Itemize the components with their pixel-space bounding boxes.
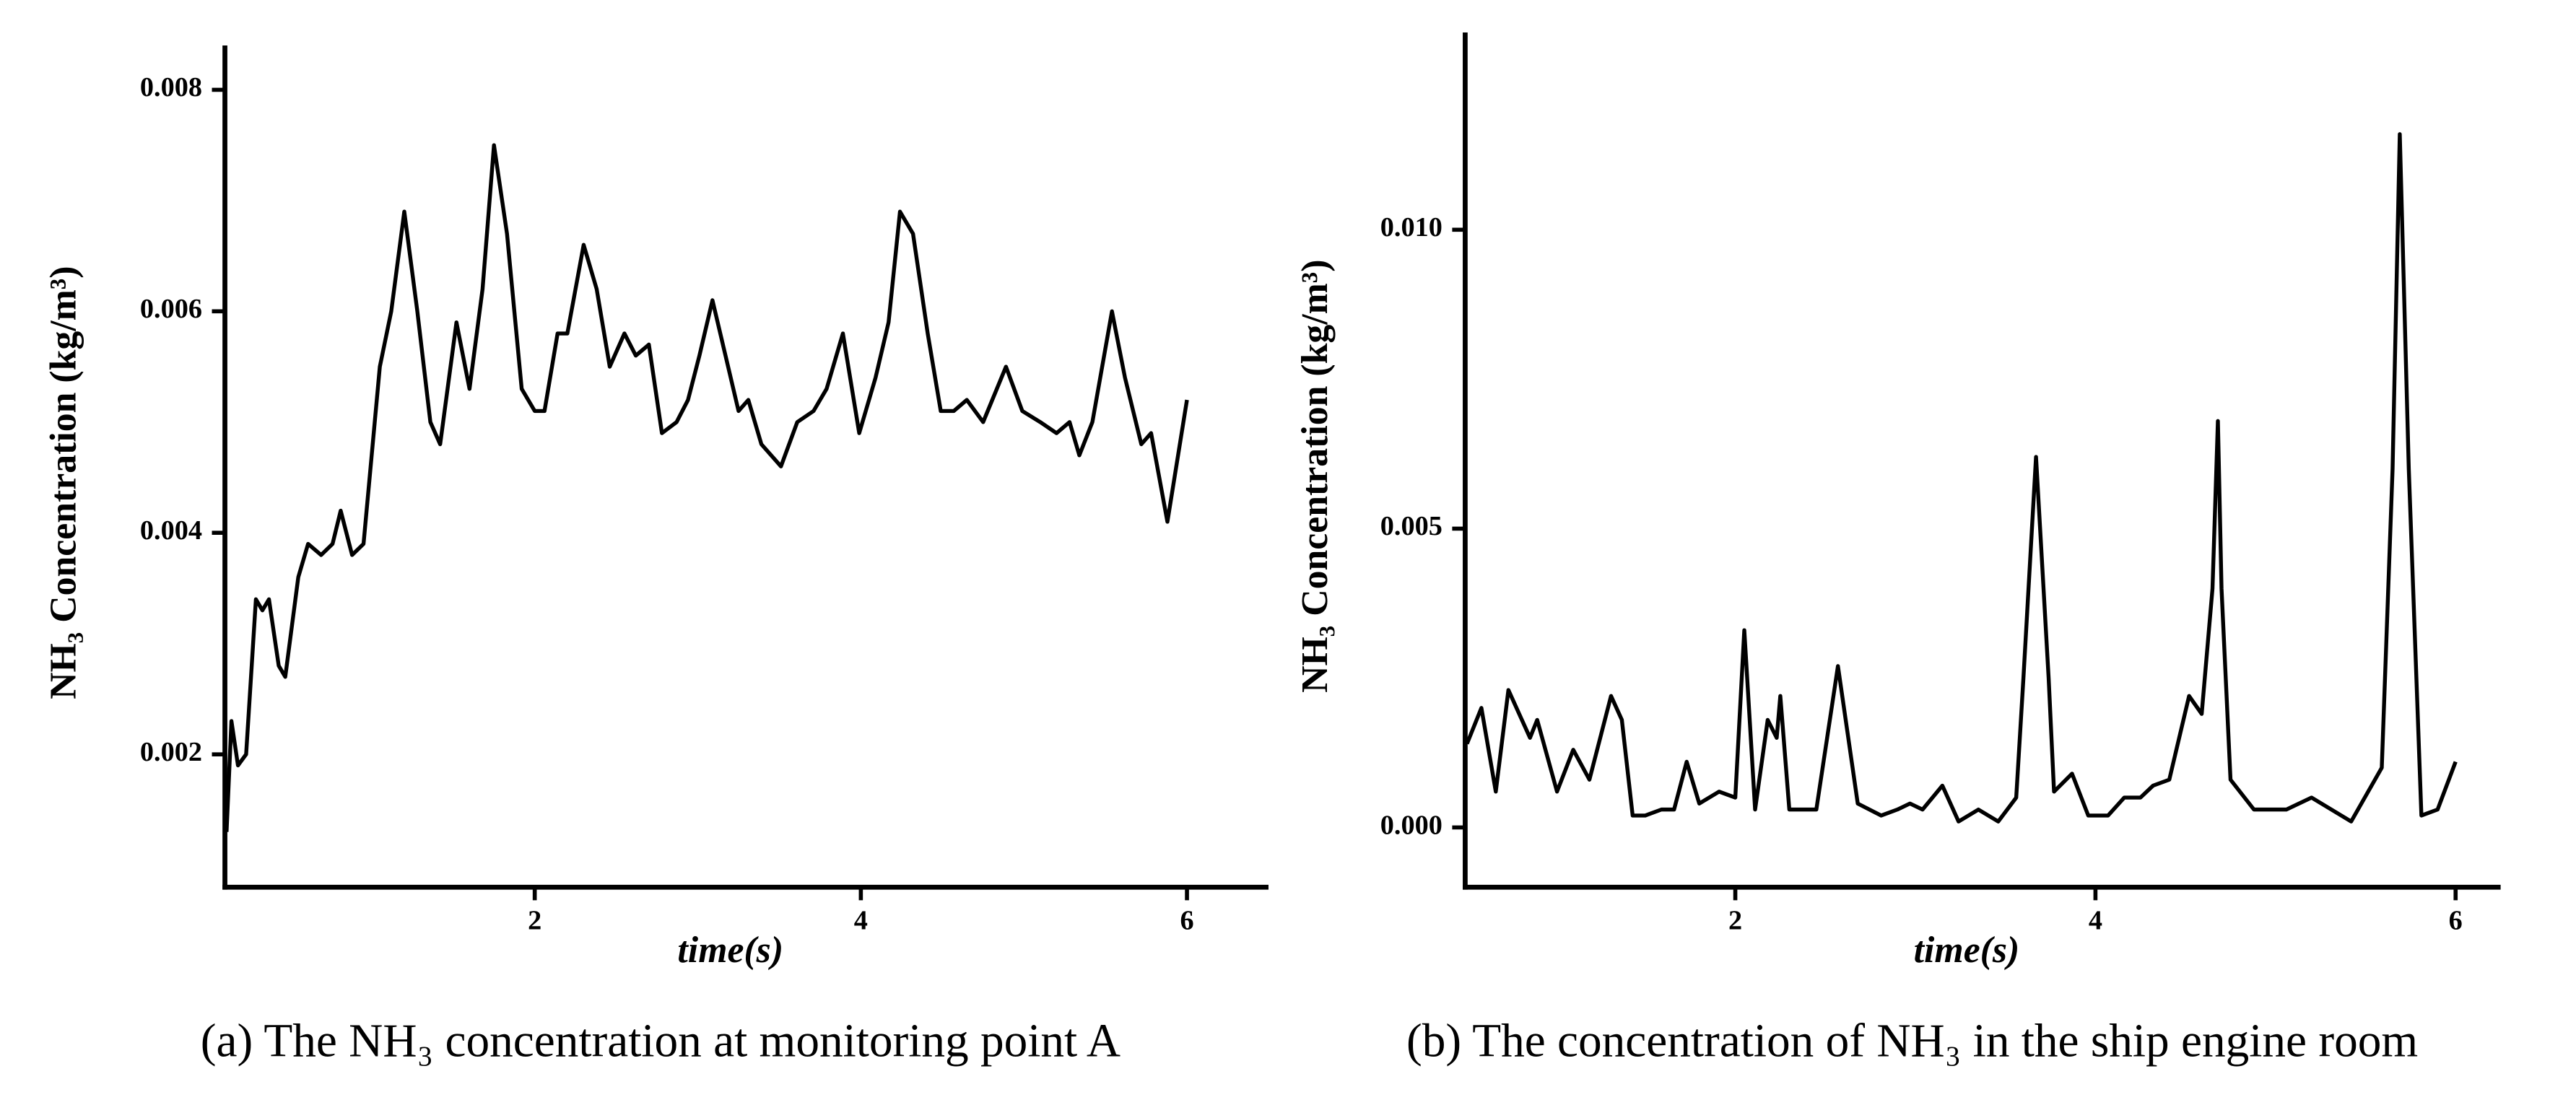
y-tick-label: 0.006 xyxy=(140,294,202,324)
data-line xyxy=(225,143,1189,832)
x-tick-label: 4 xyxy=(854,906,868,936)
y-tick-label: 0.010 xyxy=(1380,212,1443,243)
y-tick-label: 0.000 xyxy=(1380,810,1443,840)
y-tick-label: 0.008 xyxy=(140,72,202,102)
caption: (b) The concentration of NH₃ in the ship… xyxy=(1406,1015,2418,1067)
y-tick-label: 0.002 xyxy=(140,737,202,767)
x-tick-label: 2 xyxy=(1728,906,1742,936)
y-tick-label: 0.005 xyxy=(1380,511,1443,541)
x-tick-label: 4 xyxy=(2089,906,2102,936)
x-tick-label: 2 xyxy=(528,906,541,936)
x-tick-label: 6 xyxy=(1180,906,1193,936)
y-tick-label: 0.004 xyxy=(140,515,202,546)
x-axis-label: time(s) xyxy=(1914,930,2020,971)
x-tick-label: 6 xyxy=(2449,906,2463,936)
data-line xyxy=(1465,132,2458,824)
x-axis-label: time(s) xyxy=(677,930,783,971)
y-axis-label: NH₃ Concentration (kg/m³) xyxy=(43,266,84,699)
y-axis-label: NH₃ Concentration (kg/m³) xyxy=(1294,259,1336,692)
caption: (a) The NH₃ concentration at monitoring … xyxy=(201,1015,1121,1067)
